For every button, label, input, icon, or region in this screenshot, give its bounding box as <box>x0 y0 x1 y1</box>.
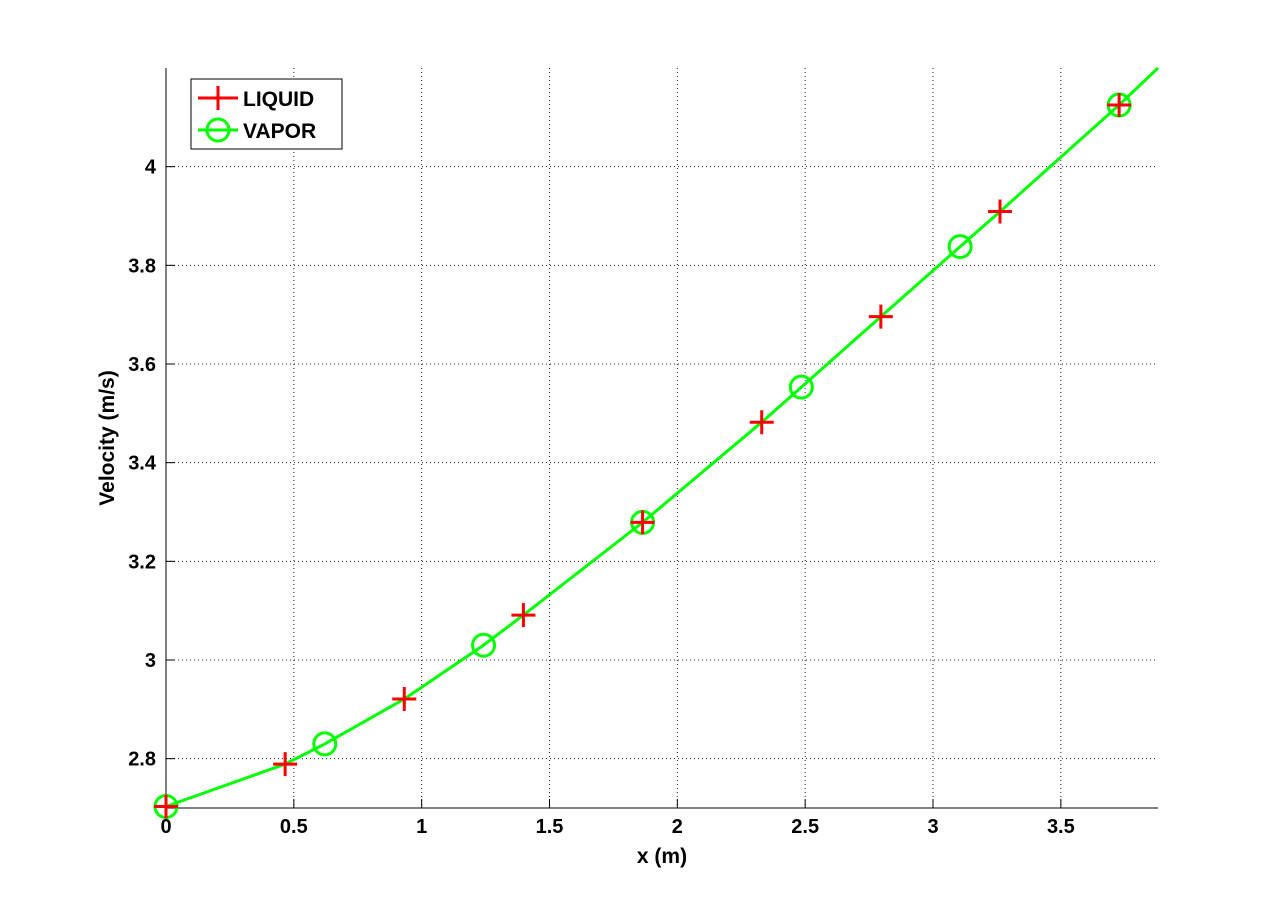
x-axis-title: x (m) <box>637 845 687 868</box>
legend-liquid-plus-marker <box>206 86 230 110</box>
liquid-data-point <box>630 510 655 535</box>
liquid-data-point <box>392 686 417 711</box>
legend-entry-vapor: VAPOR <box>198 117 316 143</box>
x-tick-label: 3 <box>927 816 938 838</box>
legend-entry-liquid: LIQUID <box>198 86 314 111</box>
y-tick-label: 3.6 <box>128 354 156 376</box>
vapor-data-point <box>471 632 497 658</box>
x-tick-label: 3.5 <box>1047 816 1075 838</box>
y-tick-label: 3.2 <box>128 551 156 573</box>
y-tick-label: 3.8 <box>128 255 156 277</box>
series-line <box>165 66 1160 808</box>
axes <box>165 68 1158 809</box>
y-tick-label: 4 <box>145 157 157 179</box>
series-markers <box>153 92 1132 820</box>
legend-box <box>190 78 343 150</box>
series-curve <box>165 66 1160 808</box>
legend-vapor-label: VAPOR <box>243 120 316 143</box>
x-tick-label: 0 <box>160 816 171 838</box>
x-tick-label: 0.5 <box>280 816 308 838</box>
liquid-data-point <box>868 304 893 329</box>
liquid-data-point <box>1107 93 1132 117</box>
liquid-data-point <box>273 752 298 777</box>
y-tick-labels: 2.8 3 3.2 3.4 3.6 3.8 4 <box>128 157 157 771</box>
legend: LIQUID VAPOR <box>190 78 343 150</box>
liquid-data-point <box>749 410 774 435</box>
x-tick-label: 2.5 <box>791 816 819 838</box>
grid-lines <box>166 68 1158 808</box>
liquid-data-point <box>511 603 536 628</box>
liquid-data-point <box>987 199 1012 224</box>
vapor-data-point <box>312 731 338 757</box>
y-tick-label: 2.8 <box>128 749 156 771</box>
x-tick-label: 1 <box>416 816 427 838</box>
y-tick-label: 3 <box>145 650 156 672</box>
plot-area <box>166 68 1158 808</box>
x-tick-label: 1.5 <box>536 816 564 838</box>
x-tick-labels: 0 0.5 1 1.5 2 2.5 3 3.5 <box>160 816 1074 838</box>
x-tick-label: 2 <box>672 816 683 838</box>
vapor-data-point <box>947 234 973 260</box>
legend-vapor-circle-marker <box>205 117 231 143</box>
liquid-data-point <box>154 794 178 819</box>
vapor-data-point <box>788 374 814 400</box>
y-axis-title: Velocity (m/s) <box>96 370 119 505</box>
legend-liquid-label: LIQUID <box>243 88 314 111</box>
y-tick-label: 3.4 <box>128 453 157 475</box>
